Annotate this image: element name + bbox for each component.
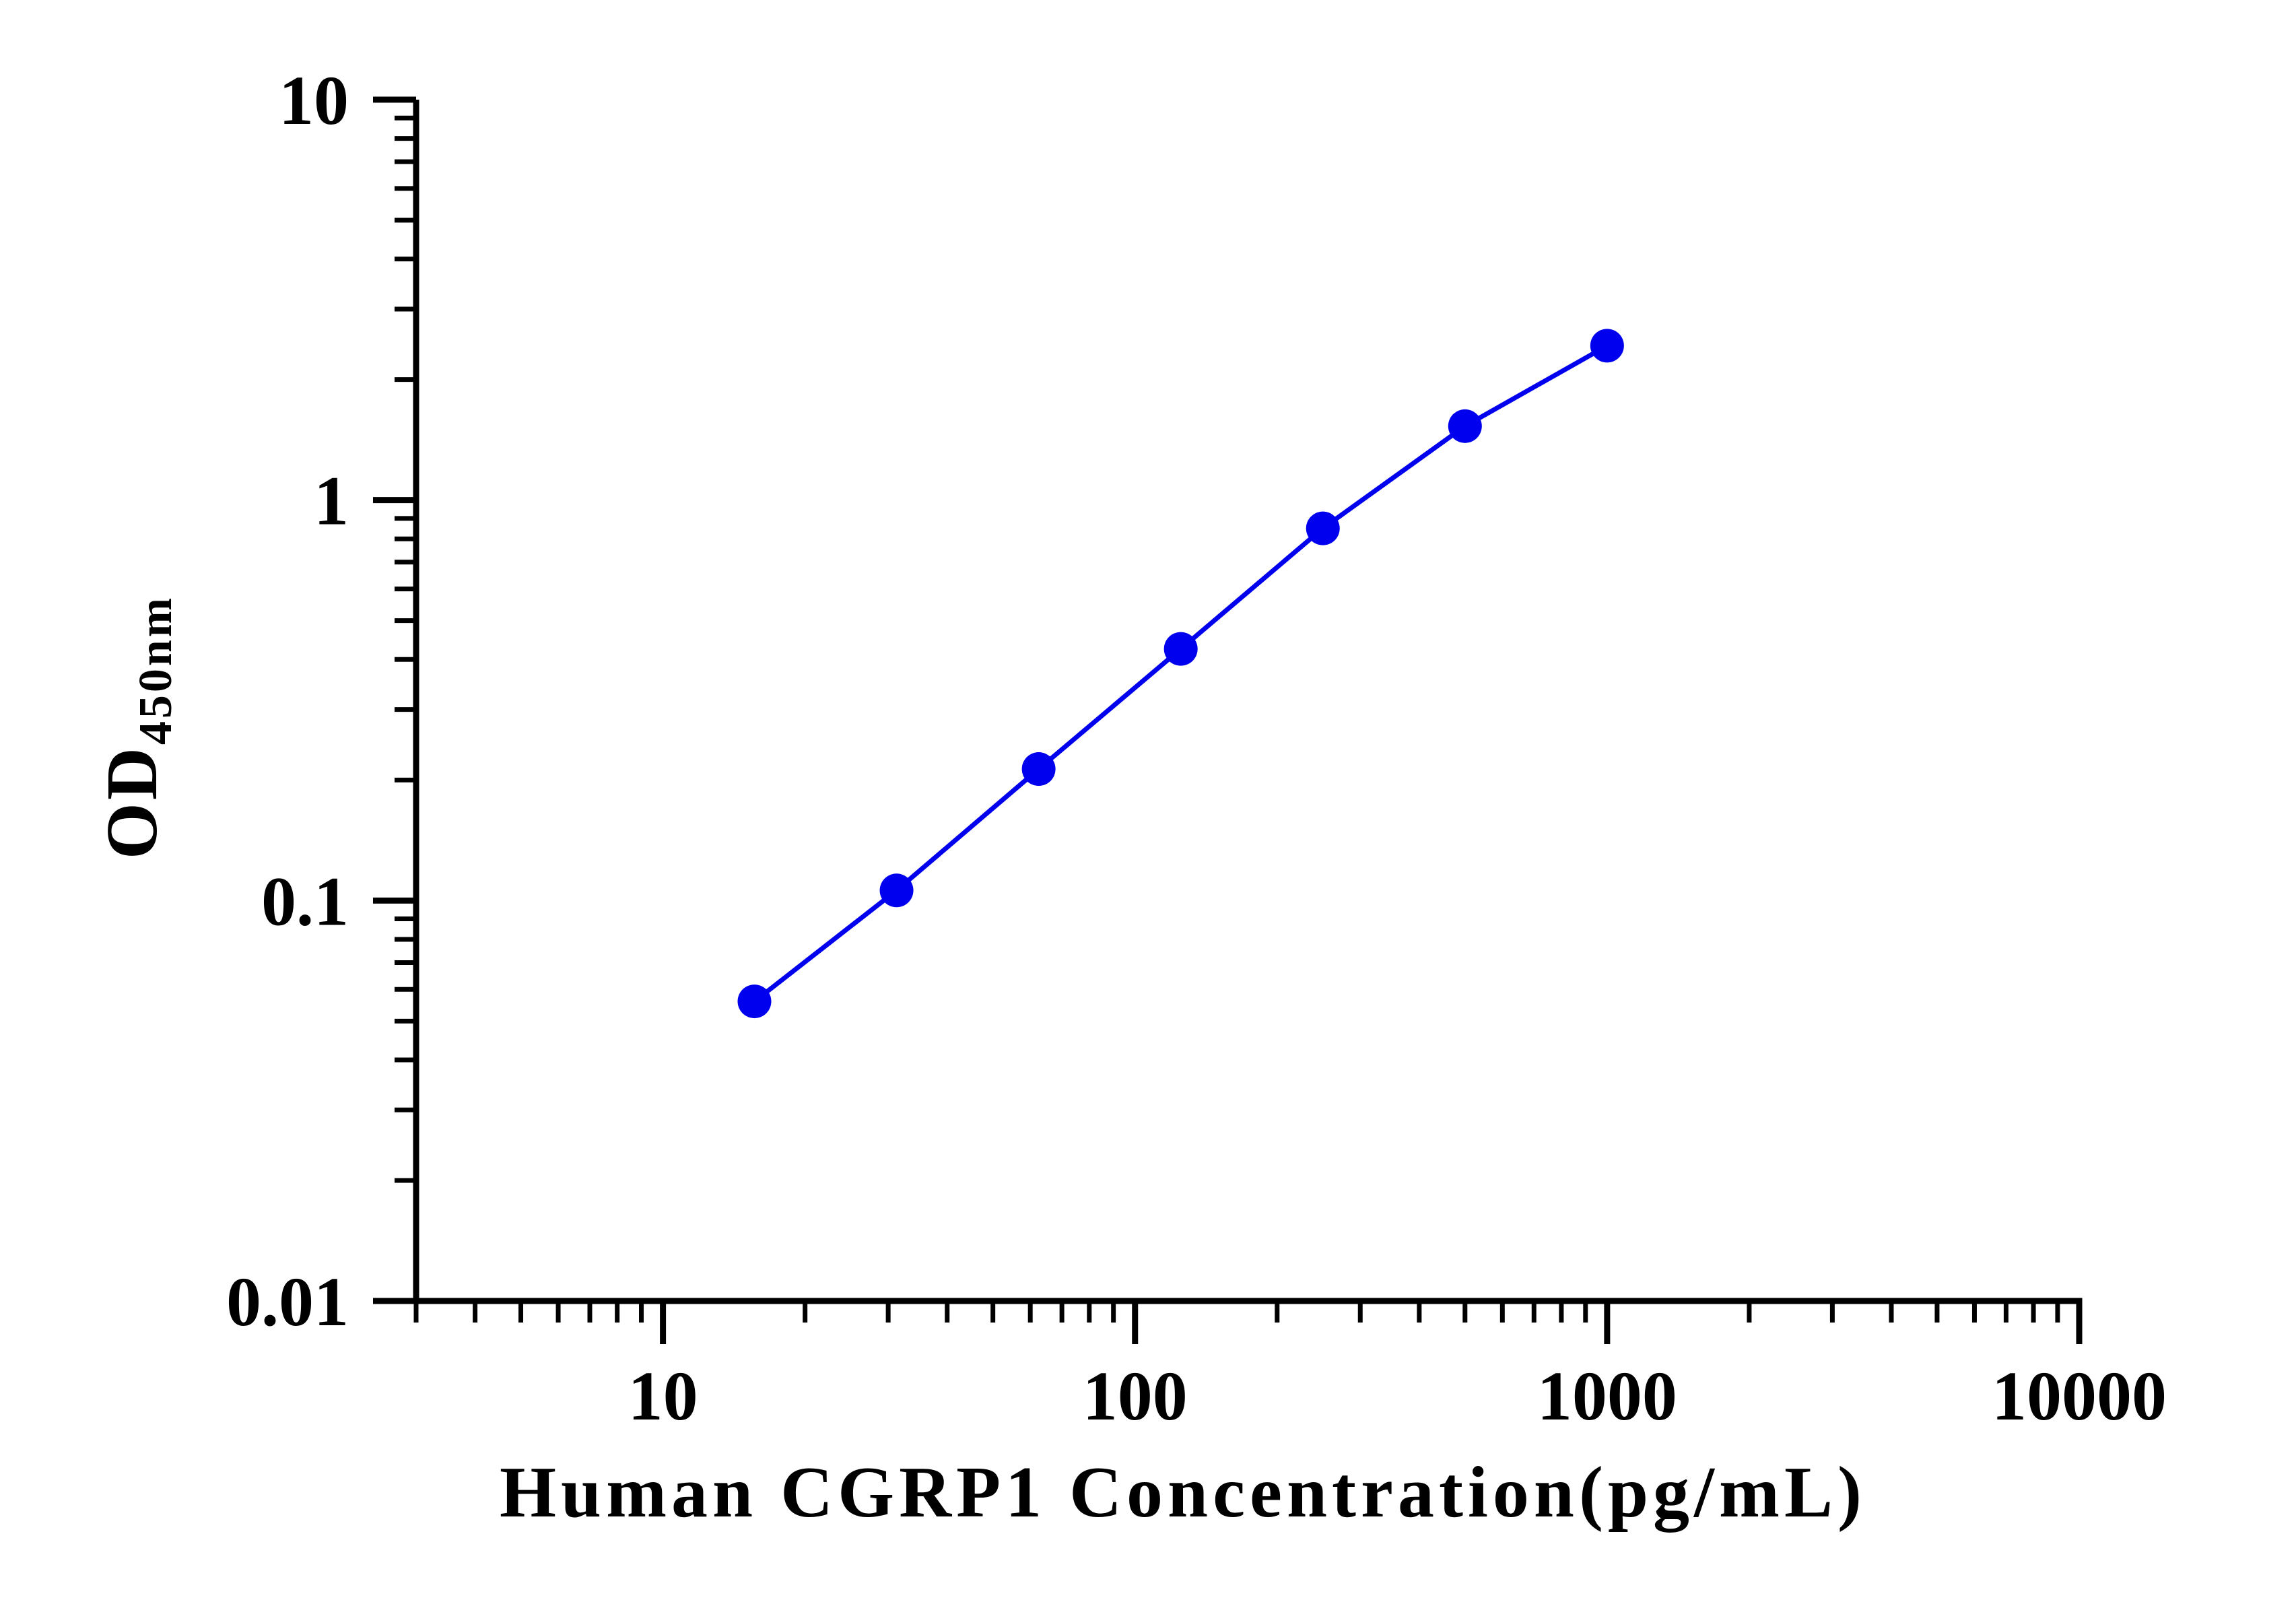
x-tick-label: 10: [628, 1358, 698, 1435]
series-line: [753, 343, 1609, 1003]
x-tick-label: 100: [1083, 1358, 1188, 1435]
data-point: [737, 984, 772, 1019]
x-tick-label: 10000: [1992, 1358, 2167, 1435]
data-point: [1590, 329, 1624, 363]
data-series: [737, 329, 1624, 1019]
x-axis-title: Human CGRP1 Concentration(pg/mL): [500, 1452, 1866, 1533]
data-point: [1306, 511, 1340, 545]
y-tick-label: 0.01: [226, 1263, 349, 1341]
data-point: [1163, 632, 1198, 666]
data-point: [879, 873, 914, 908]
y-tick-label: 0.1: [261, 863, 349, 940]
y-tick-label: 10: [279, 62, 349, 139]
y-tick-label: 1: [314, 463, 349, 540]
y-axis-title-main: OD: [92, 745, 172, 859]
x-tick-label: 1000: [1537, 1358, 1677, 1435]
data-point: [1448, 409, 1482, 443]
axes: 0.01 0.1 1 10 10 100 1000 10000: [226, 62, 2167, 1435]
y-axis-title: OD450nm: [92, 595, 182, 859]
data-point: [1021, 752, 1056, 787]
y-axis-title-subscript: 450nm: [130, 595, 182, 745]
